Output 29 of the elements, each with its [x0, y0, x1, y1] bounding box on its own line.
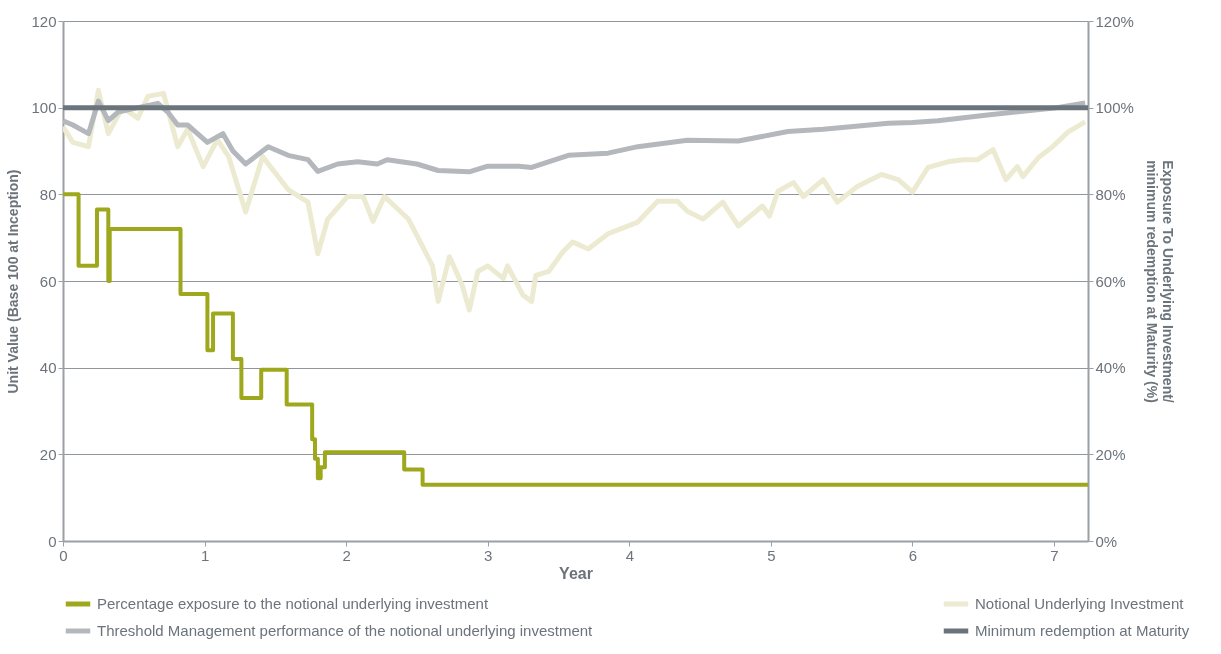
x-tick-label: 0	[59, 546, 68, 564]
x-tick-label: 7	[1050, 546, 1059, 564]
y2-tick-label: 120%	[1095, 12, 1134, 30]
legend-label: Threshold Management performance of the notional underlying investment	[97, 622, 594, 639]
x-tick-label: 4	[625, 546, 634, 564]
y-tick-label: 100	[31, 99, 57, 117]
y2-axis-title: Exposure To Underlying Investment/ minimum redemption at Maturity (%)	[1143, 160, 1176, 403]
y2-tick-label: 0%	[1095, 532, 1118, 550]
x-tick-label: 6	[908, 546, 918, 564]
y2-tick-label: 60%	[1095, 272, 1126, 290]
y2-tick-label: 20%	[1095, 445, 1126, 463]
y-tick-label: 120	[31, 12, 57, 30]
x-axis-title: Year	[559, 564, 593, 582]
y2-tick-label: 100%	[1095, 99, 1134, 117]
y-tick-label: 80	[39, 185, 57, 203]
legend-label: Percentage exposure to the notional underlying investment	[97, 595, 489, 612]
y2-tick-label: 80%	[1095, 185, 1126, 203]
x-tick-label: 5	[767, 546, 776, 564]
y-tick-label: 0	[48, 532, 57, 550]
x-tick-label: 1	[200, 546, 210, 564]
y-tick-label: 20	[39, 445, 57, 463]
legend-label: Notional Underlying Investment	[975, 595, 1185, 612]
y-axis-title: Unit Value (Base 100 at Inception)	[5, 169, 22, 394]
y-tick-label: 40	[39, 359, 57, 377]
x-tick-label: 2	[342, 546, 351, 564]
y2-tick-label: 40%	[1095, 359, 1126, 377]
x-tick-label: 3	[484, 546, 493, 564]
legend-label: Minimum redemption at Maturity	[975, 622, 1190, 639]
y-tick-label: 60	[39, 272, 57, 290]
